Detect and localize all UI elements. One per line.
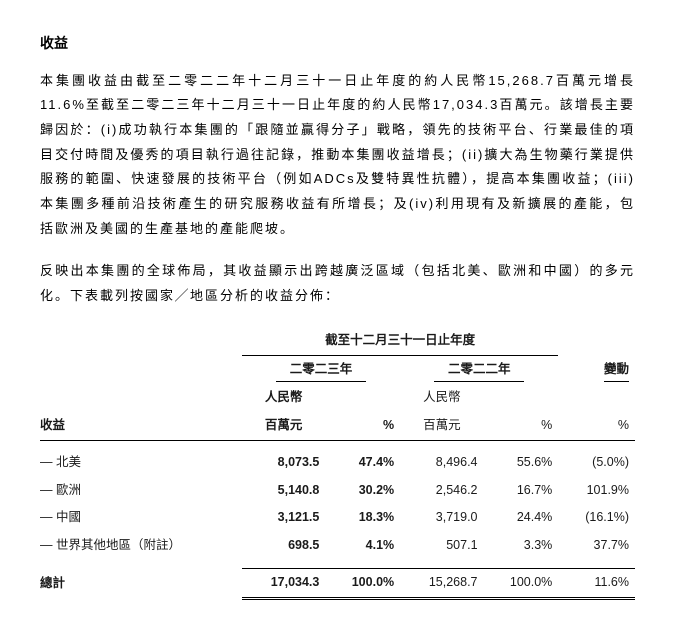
row-v23: 3,121.5 [242,504,325,532]
table-unit-row-2: 收益 百萬元 % 百萬元 % % [40,412,635,440]
unit-million-2023: 百萬元 [242,412,325,440]
pct-header-2023: % [325,412,400,440]
pct-header-chg: % [558,412,635,440]
paragraph-2: 反映出本集團的全球佈局，其收益顯示出跨越廣泛區域（包括北美、歐洲和中國）的多元化… [40,259,635,308]
table-unit-row-1: 人民幣 人民幣 [40,384,635,412]
unit-rmb-2022: 人民幣 [400,384,483,412]
total-v23: 17,034.3 [242,568,325,598]
row-v22: 507.1 [400,532,483,560]
super-header: 截至十二月三十一日止年度 [242,327,558,355]
row-p22: 24.4% [484,504,559,532]
table-row: — 中國 3,121.5 18.3% 3,719.0 24.4% (16.1%) [40,504,635,532]
total-p22: 100.0% [484,568,559,598]
section-title: 收益 [40,30,635,57]
row-p23: 4.1% [325,532,400,560]
row-p23: 47.4% [325,449,400,477]
total-chg: 11.6% [558,568,635,598]
row-label: — 世界其他地區（附註） [40,532,242,560]
table-super-header-row: 截至十二月三十一日止年度 [40,327,635,355]
total-v22: 15,268.7 [400,568,483,598]
row-label: — 歐洲 [40,477,242,505]
unit-rmb-2023: 人民幣 [242,384,325,412]
row-p22: 55.6% [484,449,559,477]
row-v23: 698.5 [242,532,325,560]
row-label: — 北美 [40,449,242,477]
row-chg: 37.7% [558,532,635,560]
row-p23: 30.2% [325,477,400,505]
table-row: — 歐洲 5,140.8 30.2% 2,546.2 16.7% 101.9% [40,477,635,505]
paragraph-1: 本集團收益由截至二零二二年十二月三十一日止年度的約人民幣15,268.7百萬元增… [40,69,635,242]
row-v23: 5,140.8 [242,477,325,505]
table-year-header-row: 二零二三年 二零二二年 變動 [40,355,635,384]
row-p22: 3.3% [484,532,559,560]
total-p23: 100.0% [325,568,400,598]
row-chg: (16.1%) [558,504,635,532]
row-v22: 8,496.4 [400,449,483,477]
row-p23: 18.3% [325,504,400,532]
row-v23: 8,073.5 [242,449,325,477]
row-v22: 2,546.2 [400,477,483,505]
year-2022: 二零二二年 [400,355,558,384]
row-header: 收益 [40,412,242,440]
row-label: — 中國 [40,504,242,532]
unit-million-2022: 百萬元 [400,412,483,440]
table-total-row: 總計 17,034.3 100.0% 15,268.7 100.0% 11.6% [40,568,635,598]
table-row: — 北美 8,073.5 47.4% 8,496.4 55.6% (5.0%) [40,449,635,477]
row-chg: (5.0%) [558,449,635,477]
table-row: — 世界其他地區（附註） 698.5 4.1% 507.1 3.3% 37.7% [40,532,635,560]
year-2023: 二零二三年 [242,355,400,384]
change-header: 變動 [558,355,635,384]
revenue-table: 截至十二月三十一日止年度 二零二三年 二零二二年 變動 人民幣 人民幣 收益 百… [40,327,635,600]
row-v22: 3,719.0 [400,504,483,532]
row-p22: 16.7% [484,477,559,505]
pct-header-2022: % [484,412,559,440]
total-label: 總計 [40,568,242,598]
row-chg: 101.9% [558,477,635,505]
